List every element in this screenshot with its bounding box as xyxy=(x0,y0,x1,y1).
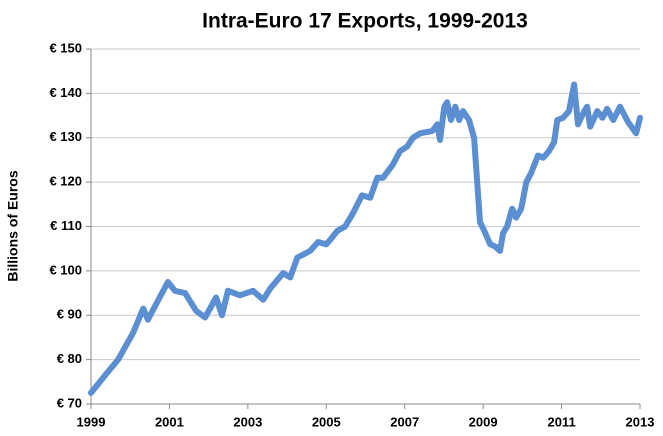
x-tick-label: 2003 xyxy=(233,414,262,429)
data-line xyxy=(88,81,643,396)
x-tick-label: 2009 xyxy=(469,414,498,429)
y-tick-label: € 140 xyxy=(49,85,82,100)
x-tick-label: 2011 xyxy=(547,414,575,429)
x-tick-label: 2005 xyxy=(312,414,341,429)
y-tick-label: € 100 xyxy=(49,262,82,277)
x-tick-label: 2001 xyxy=(155,414,184,429)
y-axis-label: Billions of Euros xyxy=(5,170,21,281)
x-tick-label: 2007 xyxy=(390,414,419,429)
y-tick-label: € 110 xyxy=(50,218,82,233)
y-tick-label: € 130 xyxy=(49,129,82,144)
y-tick-label: € 150 xyxy=(49,40,82,55)
y-tick-label: € 80 xyxy=(57,351,82,366)
chart-title: Intra-Euro 17 Exports, 1999-2013 xyxy=(202,10,528,33)
x-tick-label: 2013 xyxy=(626,414,655,429)
y-tick-label: € 120 xyxy=(49,174,82,189)
y-tick-label: € 90 xyxy=(57,307,82,322)
y-tick-label: € 70 xyxy=(57,395,82,410)
x-tick-label: 1999 xyxy=(77,414,106,429)
